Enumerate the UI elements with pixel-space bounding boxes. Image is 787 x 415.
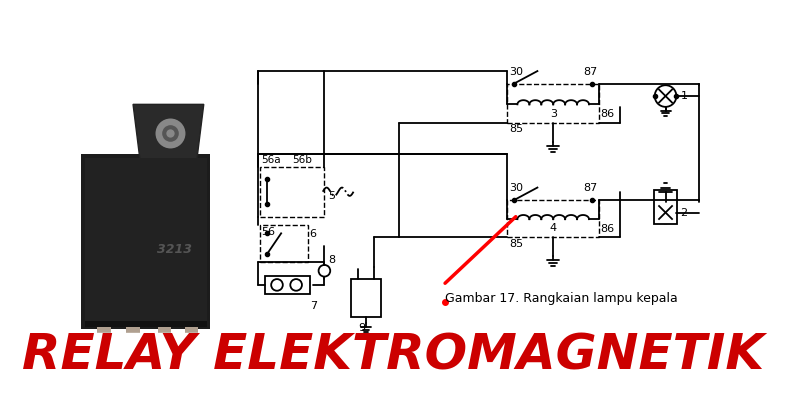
Bar: [66, 333, 721, 379]
Text: 4: 4: [549, 223, 556, 233]
Bar: [85, 321, 207, 327]
Text: 30: 30: [509, 183, 523, 193]
Text: 8: 8: [328, 255, 336, 265]
Bar: [654, 190, 677, 224]
Bar: [127, 325, 140, 350]
Text: 3: 3: [549, 108, 556, 119]
Text: 5: 5: [327, 191, 334, 201]
Bar: [85, 159, 207, 325]
Text: 86: 86: [600, 224, 615, 234]
Text: 87: 87: [583, 67, 597, 77]
Bar: [351, 279, 381, 317]
Bar: [98, 325, 111, 350]
Bar: [264, 276, 310, 294]
Bar: [127, 347, 140, 350]
Text: 9: 9: [358, 323, 365, 333]
Text: 85: 85: [509, 124, 523, 134]
Text: 86: 86: [600, 109, 615, 120]
Text: 56a: 56a: [261, 155, 281, 165]
Text: 56b: 56b: [292, 155, 312, 165]
Bar: [260, 225, 308, 262]
Text: 7: 7: [310, 301, 317, 311]
Text: 3213: 3213: [157, 244, 192, 256]
Bar: [260, 167, 324, 217]
Polygon shape: [133, 104, 204, 171]
Circle shape: [162, 125, 179, 142]
Circle shape: [156, 119, 186, 149]
Text: Gambar 17. Rangkaian lampu kepala: Gambar 17. Rangkaian lampu kepala: [445, 292, 678, 305]
Bar: [508, 200, 599, 237]
Bar: [82, 154, 210, 329]
Bar: [158, 325, 172, 350]
Bar: [98, 347, 111, 350]
Text: 87: 87: [583, 183, 597, 193]
Text: RELAY ELEKTROMAGNETIK: RELAY ELEKTROMAGNETIK: [22, 332, 764, 380]
Bar: [508, 83, 599, 123]
Text: 2: 2: [681, 208, 688, 217]
Circle shape: [166, 129, 175, 138]
Text: 85: 85: [509, 239, 523, 249]
Bar: [185, 325, 198, 350]
Text: 1: 1: [681, 91, 688, 101]
Bar: [185, 347, 198, 350]
Bar: [158, 347, 172, 350]
Text: 56: 56: [261, 227, 275, 237]
Text: 30: 30: [509, 67, 523, 77]
Text: 6: 6: [309, 229, 316, 239]
